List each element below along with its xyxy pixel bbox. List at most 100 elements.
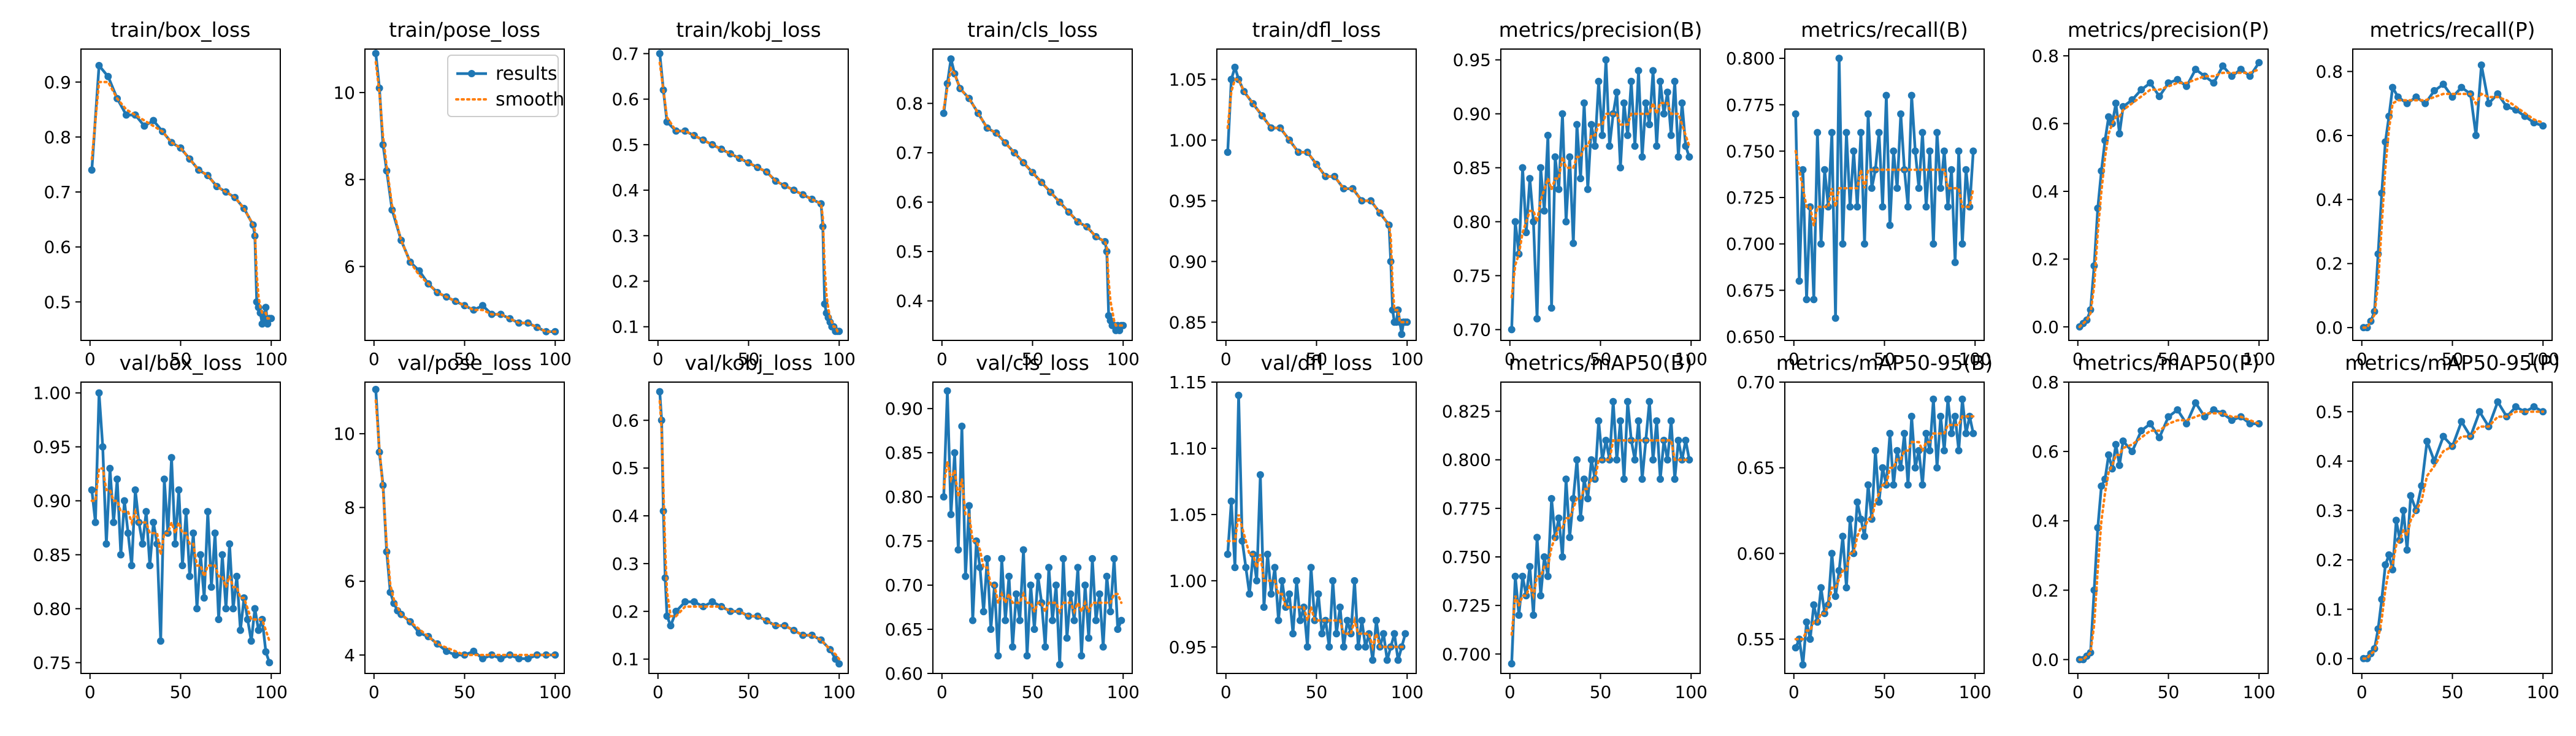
y-tick-label: 0.6: [2031, 114, 2059, 134]
results-point: [1890, 147, 1898, 155]
results-point: [2494, 90, 2502, 98]
y-tick-label: 0.725: [1442, 596, 1491, 616]
results-point: [1030, 626, 1038, 633]
results-point: [146, 562, 154, 570]
smooth-series-line: [942, 66, 1125, 327]
results-point: [1365, 630, 1373, 638]
panel-title: metrics/mAP50-95(P): [2345, 351, 2560, 375]
results-point: [2210, 79, 2218, 87]
results-point: [160, 475, 168, 483]
results-point: [2412, 93, 2420, 101]
results-point: [2418, 482, 2426, 490]
results-point: [2112, 440, 2120, 448]
results-point: [1962, 166, 1970, 174]
results-point: [110, 518, 118, 526]
results-point: [940, 109, 948, 117]
results-point: [1879, 203, 1887, 211]
results-point: [1958, 240, 1966, 248]
results-point: [2137, 86, 2145, 94]
x-tick-label: 0: [937, 682, 948, 702]
results-point: [2255, 59, 2263, 67]
panel-title: metrics/mAP50(P): [2077, 351, 2260, 375]
y-tick-label: 0.6: [611, 90, 639, 110]
smooth-series-line: [1226, 78, 1409, 324]
results-point: [1325, 643, 1333, 651]
y-tick-label: 0.8: [2031, 46, 2059, 66]
results-point: [1511, 572, 1519, 580]
y-tick-label: 0.9: [44, 72, 71, 93]
results-point: [1544, 131, 1552, 139]
results-point: [1045, 564, 1053, 572]
results-point: [663, 118, 671, 126]
x-tick-label: 0: [1221, 682, 1232, 702]
results-point: [2421, 99, 2429, 107]
panel-title: metrics/mAP50(B): [1509, 351, 1693, 375]
results-point: [1617, 164, 1624, 172]
results-point: [88, 166, 96, 174]
x-tick-label: 50: [2158, 682, 2180, 702]
y-tick-label: 6: [344, 572, 355, 592]
results-point: [1627, 77, 1635, 85]
results-point: [1882, 91, 1890, 99]
results-point: [1682, 437, 1690, 444]
results-point: [1533, 534, 1541, 542]
results-series-line: [1226, 394, 1407, 662]
results-point: [1555, 514, 1563, 522]
x-tick-label: 50: [1590, 349, 1612, 369]
y-tick-label: 0.95: [1169, 637, 1207, 657]
results-point: [215, 616, 223, 623]
results-point: [1930, 395, 1938, 403]
results-point: [1606, 456, 1614, 464]
results-point: [1078, 652, 1086, 660]
results-point: [2399, 507, 2407, 515]
x-tick-label: 0: [653, 349, 664, 369]
x-tick-label: 100: [2527, 682, 2559, 702]
plot-area: [1224, 391, 1409, 664]
results-point: [979, 608, 987, 616]
results-point: [1231, 63, 1239, 71]
results-point: [167, 454, 175, 462]
results-point: [1897, 110, 1905, 118]
x-tick-label: 100: [2243, 349, 2275, 369]
results-point: [1390, 630, 1398, 638]
results-point: [1005, 572, 1013, 580]
results-point: [2403, 546, 2411, 554]
results-series-line: [2079, 61, 2261, 328]
results-point: [1671, 475, 1679, 483]
results-point: [1667, 417, 1675, 425]
panel-val-pose-loss: val/pose_loss 0 50 100 4 6 8 10: [333, 351, 572, 702]
results-point: [1646, 397, 1654, 405]
results-point: [1555, 185, 1563, 193]
y-tick-label: 0.95: [1169, 191, 1207, 211]
results-point: [1049, 616, 1056, 624]
plot-area: [1508, 56, 1693, 334]
panel-train-pose-loss: train/pose_loss 0 50 100 6 8 10 results smooth: [333, 18, 572, 369]
panel-title: val/dfl_loss: [1260, 351, 1372, 375]
results-point: [1678, 456, 1686, 464]
results-point: [211, 529, 219, 537]
x-tick-label: 100: [539, 349, 572, 369]
y-tick-label: 0.95: [33, 437, 71, 458]
y-tick-label: 0.650: [1726, 327, 1775, 347]
y-tick-label: 0.750: [1726, 141, 1775, 161]
results-point: [1584, 495, 1592, 502]
panel-title: val/box_loss: [120, 351, 242, 375]
results-point: [1580, 475, 1588, 483]
y-tick-label: 0.5: [611, 458, 639, 478]
results-point: [1907, 91, 1915, 99]
panel-train-dfl-loss: train/dfl_loss 0 50 100 0.85 0.90 0.95 1.00 1.05: [1169, 18, 1424, 369]
axes-frame: [364, 48, 565, 341]
panel-metrics-recall-b: metrics/recall(B) 0 50 100 0.650 0.675 0.700 0.…: [1726, 18, 1991, 369]
plot-area: [940, 55, 1127, 334]
results-point: [951, 449, 959, 457]
smooth-series-line: [2078, 68, 2261, 328]
smooth-series-line: [2078, 412, 2261, 661]
results-point: [1362, 643, 1370, 651]
results-point: [2105, 451, 2112, 459]
results-point: [150, 518, 158, 526]
x-tick-label: 0: [1505, 682, 1516, 702]
results-point: [1224, 550, 1232, 558]
results-point: [1566, 534, 1574, 542]
smooth-series-line: [2362, 92, 2545, 329]
results-point: [1846, 203, 1854, 211]
